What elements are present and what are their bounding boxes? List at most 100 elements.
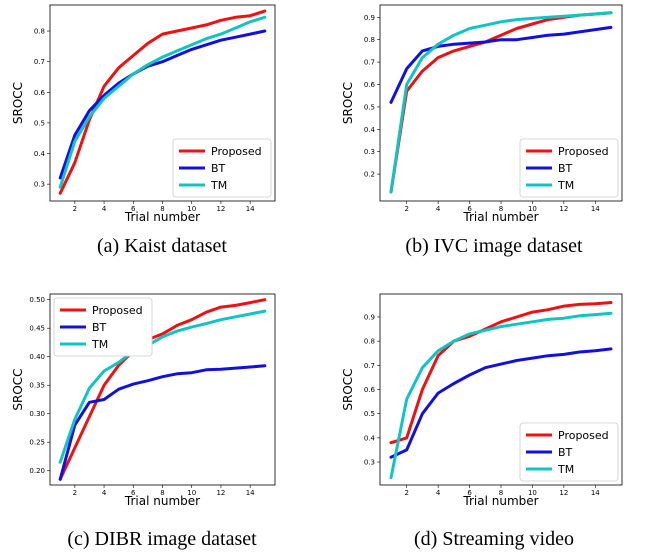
chart-panel-4: 2 4 6 8 10 12 14 0.3 0.4 0.5 0.6 0.7 0.8 0.9 Trial num… xyxy=(341,293,623,550)
legend-label-tm: TM xyxy=(91,338,108,351)
x-tick-label: 10 xyxy=(187,489,196,497)
y-axis-label: SROCC xyxy=(11,368,25,410)
y-tick-label: 0.9 xyxy=(364,313,375,321)
y-tick-label: 0.7 xyxy=(364,362,375,370)
x-tick-label: 12 xyxy=(216,489,225,497)
x-tick-label: 2 xyxy=(404,205,408,213)
y-tick-label: 0.45 xyxy=(29,325,45,333)
x-tick-label: 6 xyxy=(467,489,472,497)
legend-label-bt: BT xyxy=(558,446,573,459)
y-tick-label: 0.6 xyxy=(364,386,376,394)
x-tick-label: 8 xyxy=(160,489,164,497)
legend-box xyxy=(519,138,619,198)
series-line-proposed xyxy=(58,298,267,481)
x-tick-label: 8 xyxy=(499,489,503,497)
y-tick-label: 0.7 xyxy=(364,59,375,67)
x-tick-label: 6 xyxy=(131,489,136,497)
legend-label-proposed: Proposed xyxy=(558,429,609,442)
x-axis-label: Trial number xyxy=(462,494,538,508)
series-line-bt xyxy=(58,29,267,180)
y-tick-label: 0.2 xyxy=(364,171,375,179)
x-tick-label: 2 xyxy=(404,489,408,497)
x-tick-label: 14 xyxy=(591,489,600,497)
legend: Proposed BT TM xyxy=(519,422,619,482)
x-tick-label: 14 xyxy=(246,489,255,497)
legend: Proposed BT TM xyxy=(172,138,272,198)
y-tick-label: 0.20 xyxy=(29,467,45,475)
series-line-bt xyxy=(389,25,613,104)
y-tick-label: 0.50 xyxy=(29,296,45,304)
chart-caption: (a) Kaist dataset xyxy=(97,235,227,257)
y-tick-label: 0.8 xyxy=(364,36,375,44)
series-line-tm xyxy=(389,311,613,480)
x-tick-label: 12 xyxy=(559,205,568,213)
legend-box xyxy=(519,422,619,482)
y-tick-label: 0.35 xyxy=(29,382,45,390)
x-tick-label: 8 xyxy=(160,205,164,213)
chart-caption: (d) Streaming video xyxy=(414,528,574,550)
x-tick-label: 12 xyxy=(559,489,568,497)
series-line-proposed xyxy=(389,301,613,445)
x-tick-label: 10 xyxy=(187,205,196,213)
y-tick-label: 0.8 xyxy=(34,28,45,36)
y-tick-label: 0.25 xyxy=(29,439,45,447)
x-tick-label: 8 xyxy=(499,205,503,213)
y-tick-label: 0.9 xyxy=(364,14,375,22)
y-tick-label: 0.5 xyxy=(364,103,375,111)
y-tick-label: 0.3 xyxy=(364,459,375,467)
series-line-bt xyxy=(58,364,267,481)
chart-caption: (c) DIBR image dataset xyxy=(67,528,257,550)
x-axis-label: Trial number xyxy=(124,494,200,508)
legend: Proposed BT TM xyxy=(519,138,619,198)
x-tick-label: 14 xyxy=(591,205,600,213)
y-tick-label: 0.30 xyxy=(29,410,45,418)
y-tick-label: 0.4 xyxy=(364,126,376,134)
legend-label-tm: TM xyxy=(210,179,227,192)
y-tick-label: 0.5 xyxy=(364,410,375,418)
series-line-tm xyxy=(389,11,613,194)
x-tick-label: 10 xyxy=(528,489,537,497)
y-tick-label: 0.3 xyxy=(34,181,45,189)
legend: Proposed BT TM xyxy=(53,297,153,357)
y-tick-label: 0.4 xyxy=(364,434,376,442)
legend-label-bt: BT xyxy=(92,321,107,334)
series-line-bt xyxy=(389,347,613,459)
x-tick-label: 14 xyxy=(246,205,255,213)
y-axis-label: SROCC xyxy=(11,82,25,124)
chart-caption: (b) IVC image dataset xyxy=(405,235,583,257)
x-tick-label: 4 xyxy=(102,489,107,497)
chart-panel-3: 2 4 6 8 10 12 14 0.20 0.25 0.30 0.35 0.40 0.45 0.50 Tr… xyxy=(11,293,276,550)
x-tick-label: 4 xyxy=(436,489,441,497)
x-axis-label: Trial number xyxy=(462,210,538,224)
x-tick-label: 2 xyxy=(73,489,77,497)
y-tick-label: 0.6 xyxy=(34,89,46,97)
legend-label-tm: TM xyxy=(557,463,574,476)
y-tick-label: 0.8 xyxy=(364,338,375,346)
legend-label-bt: BT xyxy=(558,162,573,175)
x-tick-label: 4 xyxy=(102,205,107,213)
y-tick-label: 0.5 xyxy=(34,119,45,127)
y-tick-label: 0.40 xyxy=(29,353,45,361)
y-tick-label: 0.7 xyxy=(34,58,45,66)
x-tick-label: 12 xyxy=(216,205,225,213)
chart-panel-2: 2 4 6 8 10 12 14 0.2 0.3 0.4 0.5 0.6 0.7 0.8 0.9 Trial … xyxy=(341,4,623,257)
y-axis-label: SROCC xyxy=(341,368,355,410)
legend-label-bt: BT xyxy=(211,162,226,175)
legend-label-proposed: Proposed xyxy=(558,145,609,158)
y-tick-label: 0.6 xyxy=(364,81,376,89)
legend-box xyxy=(53,297,153,357)
chart-panel-1: 2 4 6 8 10 12 14 0.3 0.4 0.5 0.6 0.7 0.8 Trial number… xyxy=(11,4,276,257)
x-tick-label: 6 xyxy=(131,205,136,213)
x-tick-label: 10 xyxy=(528,205,537,213)
y-tick-label: 0.3 xyxy=(364,148,375,156)
legend-box xyxy=(172,138,272,198)
x-tick-label: 6 xyxy=(467,205,472,213)
x-tick-label: 2 xyxy=(73,205,77,213)
legend-label-proposed: Proposed xyxy=(211,145,262,158)
x-tick-label: 4 xyxy=(436,205,441,213)
series-line-tm xyxy=(58,15,267,189)
x-axis-label: Trial number xyxy=(124,210,200,224)
legend-label-tm: TM xyxy=(557,179,574,192)
y-tick-label: 0.4 xyxy=(34,150,46,158)
